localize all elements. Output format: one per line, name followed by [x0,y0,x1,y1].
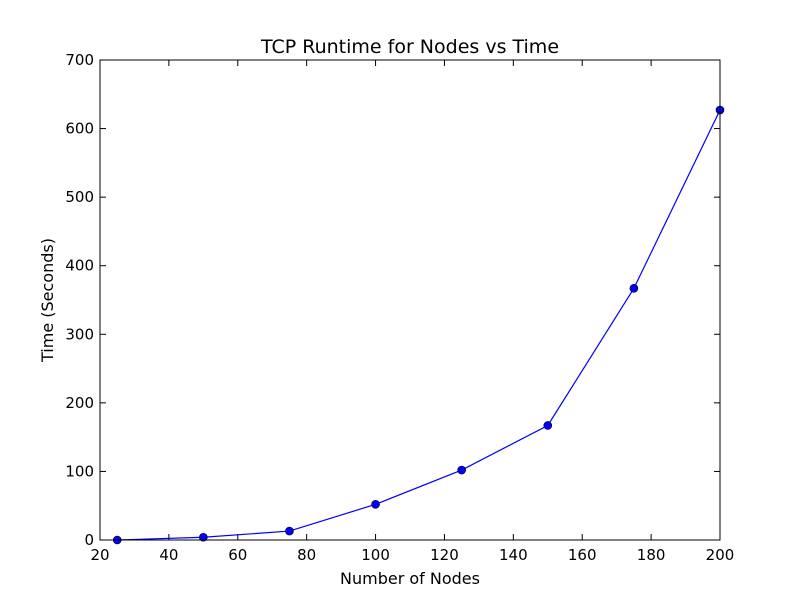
y-tick-label: 100 [65,462,94,480]
series-line [117,109,721,541]
x-tick-label: 100 [361,546,390,564]
y-tick-label: 0 [84,531,94,549]
x-tick-label: 140 [499,546,528,564]
data-point [629,284,639,293]
data-point [285,526,294,536]
y-axis-label: Time (Seconds) [38,238,57,363]
data-point [371,500,380,509]
x-tick-label: 200 [706,546,735,564]
x-tick-label: 60 [228,546,247,564]
y-tick-label: 500 [65,188,94,206]
x-tick-label: 160 [568,546,597,564]
y-tick-label: 600 [65,120,94,138]
data-point [457,465,466,475]
y-tick-label: 700 [65,51,94,69]
chart-title: TCP Runtime for Nodes vs Time [260,36,559,58]
y-tick-label: 200 [65,394,94,412]
y-tick-label: 400 [65,257,94,275]
x-tick-label: 180 [637,546,666,564]
plot-frame [99,59,721,541]
data-point [543,421,553,430]
series-layer [112,105,725,545]
axis-ticks: 20 40 60 80 100 120 140 160 180 200 0 100 200 300 400 5… [65,51,734,564]
y-tick-label: 300 [65,325,94,343]
x-tick-label: 20 [90,546,109,564]
data-point [199,532,208,542]
x-axis-label: Number of Nodes [340,569,480,588]
x-tick-label: 80 [297,546,316,564]
x-tick-label: 120 [430,546,459,564]
x-tick-label: 40 [159,546,178,564]
